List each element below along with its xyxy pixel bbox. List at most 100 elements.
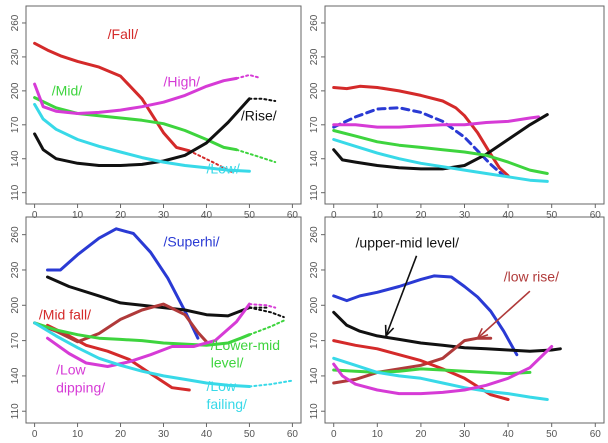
low-dipping-dotted-extension [248,303,277,309]
annotation-low: /Low [56,362,86,378]
x-tick-label: 10 [372,429,384,440]
x-tick-label: 0 [32,210,38,221]
y-tick-label: 230 [10,261,21,278]
x-tick-label: 40 [503,429,515,440]
annotation-upper-mid-level: /upper-mid level/ [356,235,460,251]
series-1-dotted-extension [248,306,285,319]
series-5-line [332,356,549,401]
y-tick-label: 140 [10,367,21,384]
rise-dotted-extension [248,97,277,102]
x-tick-label: 10 [372,210,384,221]
x-tick-label: 30 [459,429,471,440]
annotation-high: /High/ [164,73,201,89]
y-tick-label: 170 [309,116,320,133]
annotation-failing: failing/ [206,396,247,412]
y-tick-label: 140 [309,367,320,384]
x-tick-label: 50 [244,429,256,440]
annotation-mid: /Mid/ [52,82,82,98]
y-tick-label: 200 [309,297,320,314]
annotation-arrow-shaft [385,255,418,337]
x-tick-label: 0 [331,210,337,221]
panel-bottom-right: 110 140 170 200 230 260 0 10 20 30 40 50 60/upper-mi… [309,216,605,440]
superhi-line [46,227,200,340]
plot-frame [324,5,605,205]
y-tick-label: 140 [10,150,21,167]
x-tick-label: 10 [72,429,84,440]
annotation-level: level/ [211,355,244,371]
annotation-low: /Low [206,378,236,394]
annotation-arrow-head [476,327,489,340]
annotation-rise: /Rise/ [241,107,277,123]
annotation-low: /Low/ [206,160,240,176]
annotation-mid-fall: /Mid fall/ [39,306,91,322]
y-tick-label: 170 [10,332,21,349]
y-tick-label: 110 [309,184,320,200]
x-tick-label: 60 [590,210,602,221]
low-falling-dotted-extension [248,379,294,388]
x-tick-label: 60 [590,429,602,440]
x-tick-label: 30 [459,210,471,221]
annotation-fall: /Fall/ [108,26,138,42]
x-tick-label: 50 [546,210,558,221]
x-tick-label: 40 [201,210,213,221]
high-line [33,76,238,115]
y-tick-label: 140 [309,150,320,167]
lower-mid-level-line [33,321,251,347]
plot-frame [25,5,302,205]
y-tick-label: 230 [10,48,21,65]
x-tick-label: 20 [115,210,127,221]
y-tick-label: 260 [10,226,21,243]
annotation-lower-mid: /Lower-mid [211,337,280,353]
y-tick-label: 110 [10,403,21,419]
x-tick-label: 60 [287,210,299,221]
x-tick-label: 30 [158,429,170,440]
x-tick-label: 30 [158,210,170,221]
y-tick-label: 200 [10,82,21,99]
y-tick-label: 230 [309,261,320,278]
series-4-line [332,367,532,376]
y-tick-label: 170 [10,116,21,133]
x-tick-label: 20 [415,210,427,221]
series-1-line [332,106,506,178]
series-5-line [332,138,549,183]
panel-top-left: 110 140 170 200 230 260 0 10 20 30 40 50 60/Fall/ /Mi… [10,5,302,221]
series-3-line [332,113,549,171]
y-tick-label: 110 [10,184,21,200]
x-tick-label: 0 [32,429,38,440]
annotation-arrow-head [384,324,395,338]
lower-mid-level-dotted-extension [248,319,285,336]
x-tick-label: 10 [72,210,84,221]
series-0-line [332,274,519,357]
y-tick-label: 230 [309,48,320,65]
annotation-dipping: dipping/ [56,379,105,395]
y-tick-label: 260 [309,226,320,243]
y-tick-label: 170 [309,332,320,349]
x-tick-label: 40 [201,429,213,440]
panel-bottom-left: 110 140 170 200 230 260 0 10 20 30 40 50 60/Superhi/… [10,216,302,440]
series-4-line [332,129,549,175]
mid-dotted-extension [235,148,277,164]
y-tick-label: 260 [10,14,21,31]
series-3-line [33,302,208,344]
fall-line [33,41,191,153]
y-tick-label: 110 [309,403,320,419]
low-dipping-line [46,302,251,368]
y-tick-label: 260 [309,14,320,31]
series-2-line [332,115,541,129]
upper-mid-level-line [332,310,562,353]
annotation-low-rise: /low rise/ [504,269,559,285]
x-tick-label: 20 [115,429,127,440]
high-dotted-extension [235,73,259,80]
low-line [33,102,251,173]
y-tick-label: 200 [10,297,21,314]
rise-line [33,97,251,167]
y-tick-label: 200 [309,82,320,99]
x-tick-label: 50 [244,210,256,221]
series-0-line [332,84,510,178]
x-tick-label: 40 [503,210,515,221]
x-tick-label: 0 [331,429,337,440]
annotation-superhi: /Superhi/ [164,233,220,249]
low-falling-line [33,321,251,388]
x-tick-label: 20 [415,429,427,440]
